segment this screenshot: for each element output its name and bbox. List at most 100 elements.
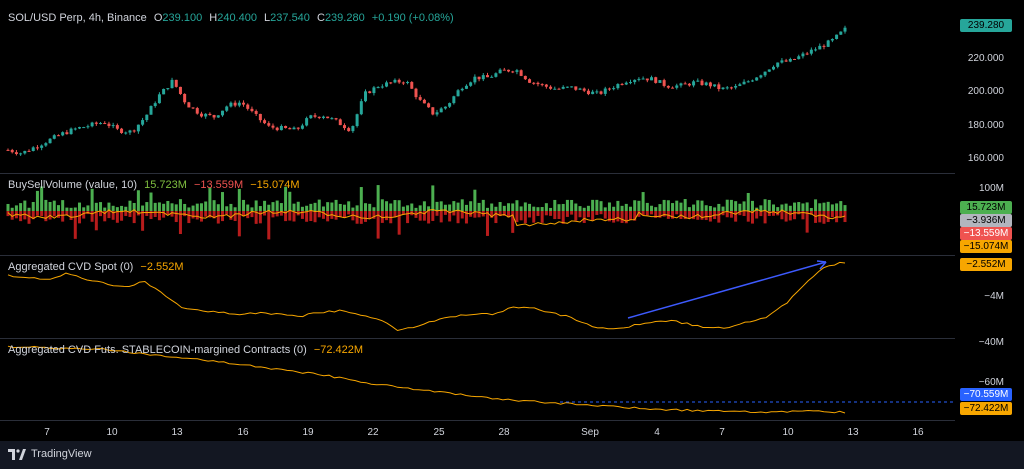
buy-volume-bar: [700, 200, 704, 211]
buy-volume-bar: [448, 204, 452, 211]
bsv-title[interactable]: BuySellVolume (value, 10): [8, 179, 138, 191]
sell-volume-bar: [393, 211, 397, 218]
sell-volume-bar: [19, 211, 23, 222]
buy-volume-bar: [599, 201, 603, 211]
sell-volume-bar: [738, 211, 742, 216]
sell-volume-bar: [237, 211, 241, 237]
buy-volume-bar: [242, 199, 246, 211]
cvd-futs-value: −72.422M: [313, 344, 364, 356]
candle-body: [511, 71, 515, 73]
price-tick: 220.000: [967, 53, 1004, 64]
bsv-sell-value: −13.559M: [193, 179, 244, 191]
buy-volume-bar: [385, 201, 389, 211]
buy-volume-bar: [662, 199, 666, 211]
candle-body: [683, 83, 687, 85]
candle-body: [52, 135, 56, 139]
sell-volume-bar: [784, 211, 788, 222]
sell-volume-bar: [755, 211, 759, 219]
buy-volume-bar: [372, 207, 376, 211]
time-tick: 25: [433, 427, 445, 438]
candle-body: [212, 115, 216, 118]
sell-volume-bar: [675, 211, 679, 215]
candle-body: [313, 115, 317, 117]
pane-separator: [0, 420, 955, 421]
sell-volume-bar: [422, 211, 426, 221]
sell-volume-bar: [633, 211, 637, 221]
sell-volume-bar: [460, 211, 464, 219]
sell-volume-bar: [443, 211, 447, 215]
buy-volume-bar: [464, 204, 468, 211]
candle-body: [246, 104, 250, 109]
candle-body: [805, 53, 809, 55]
sell-volume-bar: [511, 211, 515, 233]
candle-body: [755, 77, 759, 81]
buy-volume-bar: [595, 199, 599, 211]
buy-volume-bar: [237, 188, 241, 211]
buy-volume-bar: [44, 199, 48, 211]
sell-volume-bar: [401, 211, 405, 215]
candle-body: [645, 78, 649, 81]
sell-volume-bar: [620, 211, 624, 223]
buy-volume-bar: [326, 202, 330, 211]
sell-volume-bar: [149, 211, 153, 220]
sell-volume-bar: [822, 211, 826, 224]
candle-body: [78, 127, 82, 129]
buy-volume-bar: [174, 204, 178, 211]
sell-volume-bar: [628, 211, 632, 220]
candle-body: [103, 123, 107, 125]
buy-volume-bar: [469, 201, 473, 211]
buy-volume-bar: [826, 201, 830, 211]
tradingview-logo[interactable]: TradingView: [8, 448, 92, 460]
buy-volume-bar: [460, 199, 464, 211]
buy-volume-bar: [187, 207, 191, 211]
sell-volume-bar: [204, 211, 208, 217]
buy-volume-bar: [65, 207, 69, 211]
candle-body: [519, 70, 523, 76]
buy-volume-bar: [742, 201, 746, 211]
candle-body: [776, 62, 780, 67]
candle-body: [578, 88, 582, 90]
candle-body: [830, 39, 834, 41]
sell-volume-bar: [692, 211, 696, 220]
buy-volume-bar: [170, 203, 174, 211]
sell-volume-bar: [65, 211, 69, 216]
sell-volume-bar: [456, 211, 460, 224]
candle-body: [439, 108, 443, 113]
buy-volume-bar: [284, 186, 288, 211]
sell-volume-bar: [734, 211, 738, 222]
cvd-spot-title[interactable]: Aggregated CVD Spot (0): [8, 261, 134, 273]
candle-body: [502, 69, 506, 71]
bsv-buy-value: 15.723M: [144, 179, 187, 191]
buy-volume-bar: [805, 202, 809, 211]
cvd-futs-axis-tick: −40M: [978, 337, 1004, 348]
buy-volume-bar: [637, 200, 641, 211]
sell-volume-bar: [128, 211, 132, 217]
buy-volume-bar: [90, 188, 94, 211]
cvd-futs-tag-level: −70.559M: [960, 388, 1012, 401]
candle-body: [65, 132, 69, 135]
candle-body: [650, 77, 654, 81]
candle-body: [397, 79, 401, 83]
candle-body: [561, 86, 565, 89]
open-value: 239.100: [162, 12, 203, 24]
buy-volume-bar: [490, 203, 494, 211]
price-tick: 200.000: [967, 86, 1004, 97]
sell-volume-bar: [805, 211, 809, 233]
price-candles: [6, 25, 847, 156]
candle-body: [221, 110, 225, 116]
sell-volume-bar: [78, 211, 82, 224]
candle-body: [586, 90, 590, 95]
candle-body: [473, 76, 477, 83]
sell-volume-bar: [99, 211, 103, 217]
sell-volume-bar: [549, 211, 553, 216]
candle-body: [229, 102, 233, 107]
buy-volume-bar: [818, 203, 822, 211]
candle-body: [61, 132, 65, 136]
buy-volume-bar: [246, 204, 250, 211]
cvd-futs-title[interactable]: Aggregated CVD Futs. STABLECOIN-margined…: [8, 344, 307, 356]
buy-volume-bar: [780, 204, 784, 211]
buy-volume-bar: [620, 205, 624, 211]
symbol-title[interactable]: SOL/USD Perp, 4h, Binance: [8, 12, 147, 24]
candle-body: [662, 80, 666, 86]
